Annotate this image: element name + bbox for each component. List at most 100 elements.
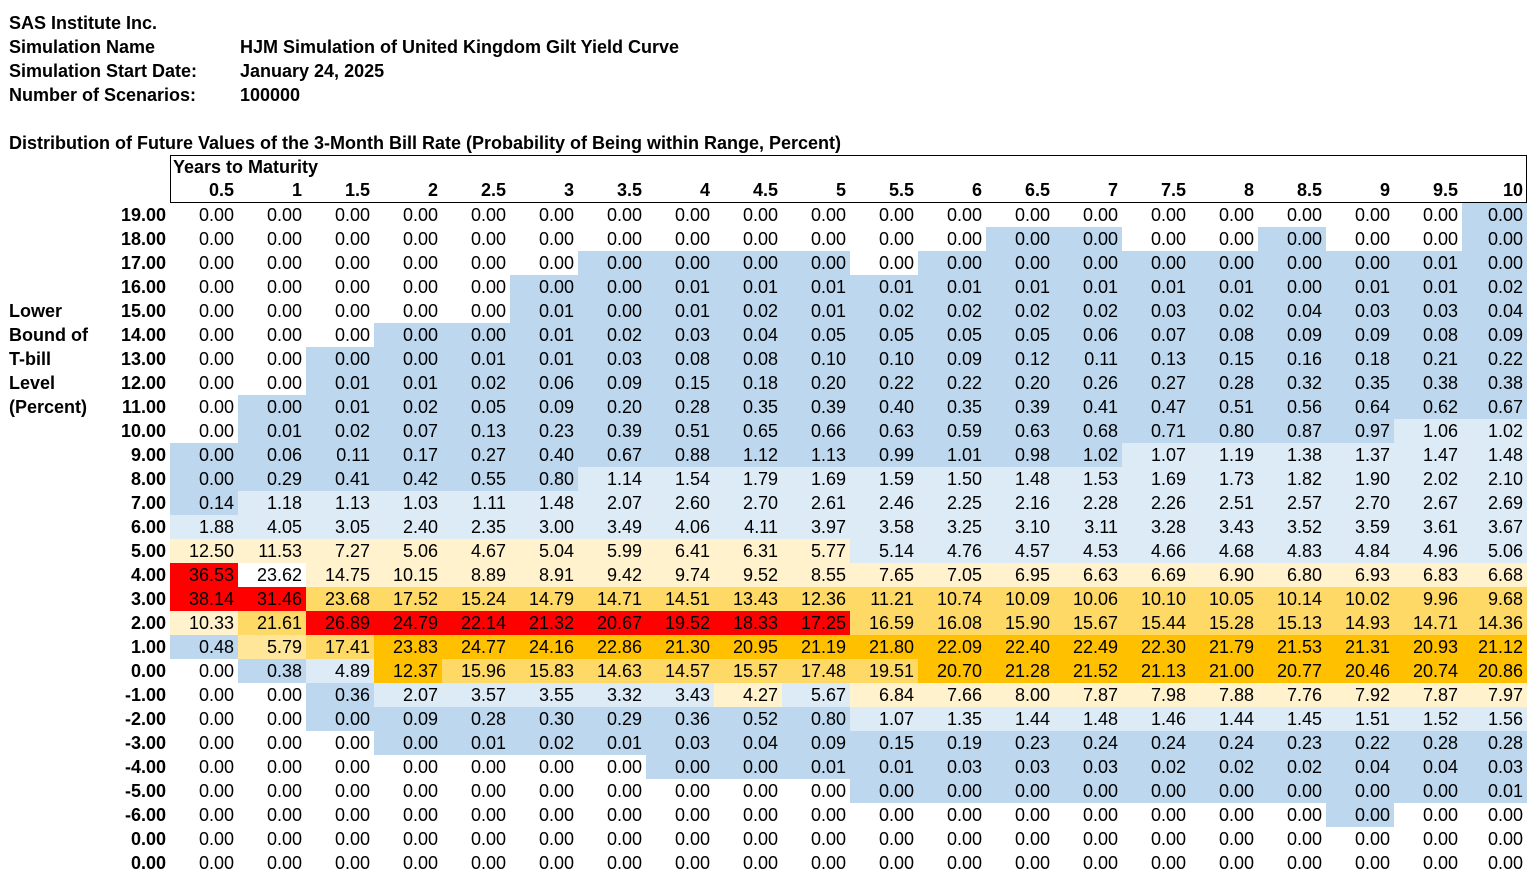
table-cell: 4.27 bbox=[714, 683, 782, 707]
table-cell: 0.00 bbox=[170, 731, 238, 755]
table-cell: 0.36 bbox=[646, 707, 714, 731]
table-cell: 4.06 bbox=[646, 515, 714, 539]
table-cell: 0.00 bbox=[578, 227, 646, 251]
table-cell: 0.01 bbox=[510, 299, 578, 323]
start-date-label: Simulation Start Date: bbox=[9, 61, 198, 81]
table-cell: 1.69 bbox=[1122, 467, 1190, 491]
table-cell: 0.01 bbox=[578, 731, 646, 755]
table-cell: 4.68 bbox=[1190, 539, 1258, 563]
table-cell: 17.41 bbox=[306, 635, 374, 659]
column-header: 2.5 bbox=[480, 180, 506, 200]
table-cell: 10.02 bbox=[1326, 587, 1394, 611]
table-cell: 0.00 bbox=[782, 827, 850, 851]
table-cell: 0.00 bbox=[850, 851, 918, 875]
table-cell: 0.01 bbox=[714, 275, 782, 299]
table-cell: 4.83 bbox=[1258, 539, 1326, 563]
table-cell: 0.03 bbox=[646, 731, 714, 755]
table-cell: 36.53 bbox=[170, 563, 238, 587]
table-cell: 0.00 bbox=[306, 707, 374, 731]
table-cell: 0.00 bbox=[1258, 779, 1326, 803]
table-cell: 0.01 bbox=[1054, 275, 1122, 299]
column-header: 7 bbox=[1107, 180, 1118, 200]
table-cell: 0.00 bbox=[578, 779, 646, 803]
table-cell: 0.00 bbox=[578, 803, 646, 827]
row-label: 0.00 bbox=[130, 853, 166, 873]
table-cell: 20.46 bbox=[1326, 659, 1394, 683]
table-cell: 16.08 bbox=[918, 611, 986, 635]
table-cell: 0.00 bbox=[1326, 203, 1394, 227]
column-header: 9.5 bbox=[1432, 180, 1458, 200]
table-cell: 0.23 bbox=[1258, 731, 1326, 755]
company-name-text: SAS Institute Inc. bbox=[9, 13, 158, 33]
table-cell: 0.00 bbox=[782, 203, 850, 227]
table-cell: 0.41 bbox=[1054, 395, 1122, 419]
table-cell: 0.15 bbox=[1190, 347, 1258, 371]
table-cell: 0.80 bbox=[782, 707, 850, 731]
table-cell: 4.84 bbox=[1326, 539, 1394, 563]
table-cell: 0.35 bbox=[714, 395, 782, 419]
table-cell: 0.09 bbox=[578, 371, 646, 395]
table-cell: 23.83 bbox=[374, 635, 442, 659]
table-cell: 0.00 bbox=[374, 827, 442, 851]
table-cell: 15.13 bbox=[1258, 611, 1326, 635]
table-cell: 0.07 bbox=[1122, 323, 1190, 347]
table-cell: 0.01 bbox=[1326, 275, 1394, 299]
table-cell: 0.00 bbox=[238, 851, 306, 875]
column-header: 9 bbox=[1379, 180, 1390, 200]
table-cell: 0.00 bbox=[714, 827, 782, 851]
table-cell: 0.01 bbox=[850, 275, 918, 299]
table-cell: 0.00 bbox=[1258, 275, 1326, 299]
table-cell: 0.00 bbox=[1190, 851, 1258, 875]
table-cell: 0.02 bbox=[306, 419, 374, 443]
table-cell: 0.00 bbox=[170, 323, 238, 347]
table-cell: 0.00 bbox=[374, 803, 442, 827]
table-cell: 1.90 bbox=[1326, 467, 1394, 491]
table-cell: 2.70 bbox=[1326, 491, 1394, 515]
table-cell: 3.28 bbox=[1122, 515, 1190, 539]
table-cell: 20.67 bbox=[578, 611, 646, 635]
table-cell: 1.79 bbox=[714, 467, 782, 491]
table-cell: 12.37 bbox=[374, 659, 442, 683]
table-cell: 0.00 bbox=[306, 347, 374, 371]
table-cell: 0.24 bbox=[1190, 731, 1258, 755]
table-cell: 22.86 bbox=[578, 635, 646, 659]
table-cell: 17.25 bbox=[782, 611, 850, 635]
table-cell: 0.02 bbox=[1462, 275, 1527, 299]
table-cell: 17.48 bbox=[782, 659, 850, 683]
table-cell: 5.06 bbox=[1462, 539, 1527, 563]
table-cell: 10.33 bbox=[170, 611, 238, 635]
table-cell: 1.18 bbox=[238, 491, 306, 515]
table-cell: 24.79 bbox=[374, 611, 442, 635]
table-cell: 4.53 bbox=[1054, 539, 1122, 563]
simulation-name-value: HJM Simulation of United Kingdom Gilt Yi… bbox=[240, 37, 680, 57]
table-cell: 15.96 bbox=[442, 659, 510, 683]
table-cell: 5.04 bbox=[510, 539, 578, 563]
table-cell: 1.53 bbox=[1054, 467, 1122, 491]
table-cell: 21.12 bbox=[1462, 635, 1527, 659]
table-cell: 3.11 bbox=[1054, 515, 1122, 539]
table-cell: 3.55 bbox=[510, 683, 578, 707]
table-cell: 0.03 bbox=[646, 323, 714, 347]
table-cell: 0.06 bbox=[238, 443, 306, 467]
table-cell: 13.43 bbox=[714, 587, 782, 611]
table-cell: 15.57 bbox=[714, 659, 782, 683]
row-label: 7.00 bbox=[130, 493, 166, 513]
column-header: 2 bbox=[427, 180, 438, 200]
table-cell: 0.05 bbox=[442, 395, 510, 419]
table-cell: 3.00 bbox=[510, 515, 578, 539]
table-cell: 0.00 bbox=[646, 203, 714, 227]
table-cell: 21.30 bbox=[646, 635, 714, 659]
table-cell: 1.44 bbox=[986, 707, 1054, 731]
table-cell: 26.89 bbox=[306, 611, 374, 635]
table-cell: 0.00 bbox=[1054, 827, 1122, 851]
table-cell: 0.01 bbox=[374, 371, 442, 395]
table-cell: 21.28 bbox=[986, 659, 1054, 683]
table-cell: 0.06 bbox=[510, 371, 578, 395]
table-cell: 0.00 bbox=[170, 659, 238, 683]
row-label: 10.00 bbox=[120, 421, 166, 441]
table-title: Distribution of Future Values of the 3-M… bbox=[9, 133, 842, 153]
table-cell: 0.28 bbox=[442, 707, 510, 731]
table-cell: 0.01 bbox=[850, 755, 918, 779]
table-cell: 0.04 bbox=[714, 731, 782, 755]
table-cell: 0.13 bbox=[1122, 347, 1190, 371]
